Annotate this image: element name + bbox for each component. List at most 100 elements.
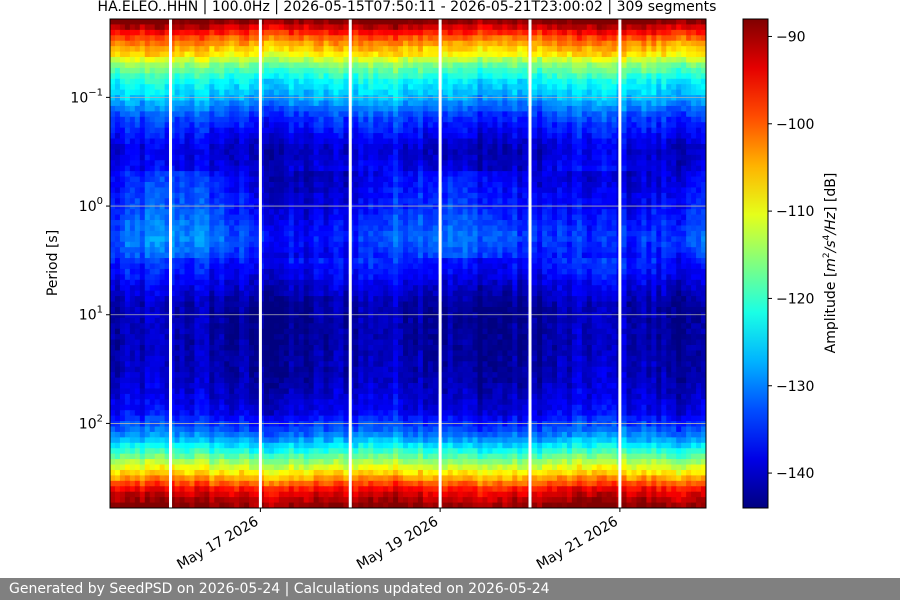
heatmap-cell xyxy=(268,214,275,221)
heatmap-cell xyxy=(328,122,335,129)
heatmap-cell xyxy=(646,24,652,31)
heatmap-cell xyxy=(547,225,553,232)
heatmap-cell xyxy=(234,165,240,172)
heatmap-cell xyxy=(134,29,141,36)
heatmap-cell xyxy=(601,19,608,26)
heatmap-cell xyxy=(457,51,464,58)
heatmap-cell xyxy=(646,105,652,112)
heatmap-cell xyxy=(278,111,285,118)
heatmap-cell xyxy=(298,133,305,140)
heatmap-cell xyxy=(110,171,116,178)
heatmap-cell xyxy=(189,57,196,64)
heatmap-cell xyxy=(159,116,166,123)
heatmap-cell xyxy=(323,187,330,194)
heatmap-cell xyxy=(547,209,553,216)
heatmap-cell xyxy=(557,171,563,178)
heatmap-cell xyxy=(691,62,697,69)
heatmap-cell xyxy=(651,154,657,161)
heatmap-cell xyxy=(149,89,156,96)
heatmap-cell xyxy=(626,46,633,53)
heatmap-cell xyxy=(209,225,215,232)
heatmap-cell xyxy=(154,220,161,227)
heatmap-cell xyxy=(254,78,260,85)
heatmap-cell xyxy=(492,176,498,183)
heatmap-cell xyxy=(681,187,687,194)
heatmap-cell xyxy=(110,67,116,74)
heatmap-cell xyxy=(487,100,494,107)
heatmap-cell xyxy=(224,165,230,172)
heatmap-cell xyxy=(552,236,558,243)
heatmap-cell xyxy=(412,29,419,36)
heatmap-cell xyxy=(581,220,588,227)
heatmap-cell xyxy=(412,122,419,129)
heatmap-cell xyxy=(179,111,186,118)
heatmap-cell xyxy=(273,105,280,112)
heatmap-cell xyxy=(368,192,374,199)
heatmap-cell xyxy=(432,105,439,112)
heatmap-cell xyxy=(631,230,638,237)
heatmap-cell xyxy=(388,40,394,47)
heatmap-cell xyxy=(696,95,702,102)
heatmap-cell xyxy=(388,149,394,156)
heatmap-cell xyxy=(502,84,508,91)
heatmap-cell xyxy=(701,230,706,237)
heatmap-cell xyxy=(393,230,399,237)
heatmap-cell xyxy=(686,116,692,123)
heatmap-cell xyxy=(696,40,702,47)
heatmap-cell xyxy=(542,220,548,227)
heatmap-cell xyxy=(422,220,429,227)
heatmap-cell xyxy=(452,171,459,178)
heatmap-cell xyxy=(343,51,349,58)
heatmap-cell xyxy=(323,51,330,58)
heatmap-cell xyxy=(586,89,593,96)
heatmap-cell xyxy=(199,143,205,150)
heatmap-cell xyxy=(308,176,315,183)
heatmap-cell xyxy=(427,35,434,42)
heatmap-cell xyxy=(358,198,364,205)
heatmap-cell xyxy=(224,160,230,167)
heatmap-cell xyxy=(303,35,310,42)
heatmap-cell xyxy=(507,100,513,107)
heatmap-cell xyxy=(124,46,131,53)
heatmap-cell xyxy=(497,138,503,145)
heatmap-cell xyxy=(422,40,429,47)
heatmap-cell xyxy=(318,57,325,64)
heatmap-cell xyxy=(621,203,628,210)
heatmap-cell xyxy=(278,171,285,178)
heatmap-cell xyxy=(363,214,369,221)
heatmap-cell xyxy=(422,24,429,31)
heatmap-cell xyxy=(298,57,305,64)
heatmap-cell xyxy=(462,143,469,150)
heatmap-cell xyxy=(691,84,697,91)
heatmap-cell xyxy=(591,225,598,232)
heatmap-cell xyxy=(552,176,558,183)
heatmap-cell xyxy=(477,165,484,172)
heatmap-cell xyxy=(214,122,220,129)
heatmap-cell xyxy=(199,84,205,91)
heatmap-cell xyxy=(298,160,305,167)
heatmap-cell xyxy=(497,24,503,31)
heatmap-cell xyxy=(676,116,682,123)
heatmap-cell xyxy=(368,209,374,216)
heatmap-cell xyxy=(626,143,633,150)
heatmap-cell xyxy=(174,67,181,74)
heatmap-cell xyxy=(343,171,349,178)
heatmap-cell xyxy=(323,241,330,248)
heatmap-cell xyxy=(482,143,489,150)
heatmap-cell xyxy=(447,220,454,227)
heatmap-cell xyxy=(288,149,295,156)
heatmap-cell xyxy=(557,73,563,80)
heatmap-cell xyxy=(343,73,349,80)
heatmap-cell xyxy=(671,100,677,107)
heatmap-cell xyxy=(497,19,503,26)
heatmap-cell xyxy=(452,133,459,140)
heatmap-cell xyxy=(482,160,489,167)
heatmap-cell xyxy=(646,84,652,91)
heatmap-cell xyxy=(696,225,702,232)
heatmap-cell xyxy=(249,225,255,232)
heatmap-cell xyxy=(164,122,171,129)
heatmap-cell xyxy=(338,149,345,156)
heatmap-cell xyxy=(139,138,146,145)
heatmap-cell xyxy=(457,165,464,172)
heatmap-cell xyxy=(681,84,687,91)
